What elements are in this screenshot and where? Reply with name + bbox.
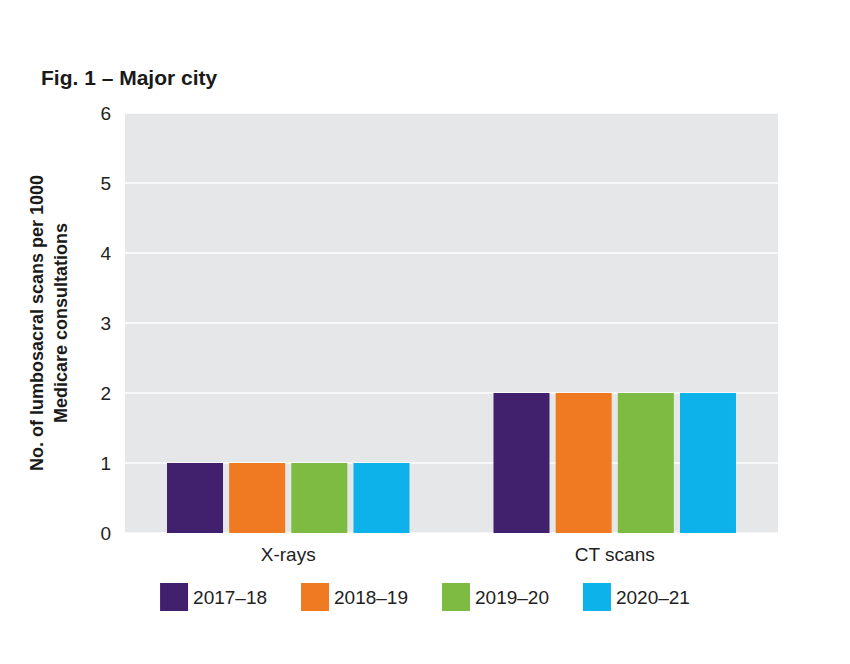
- svg-text:Medicare consultations: Medicare consultations: [51, 223, 71, 423]
- svg-text:2: 2: [100, 383, 111, 404]
- svg-text:3: 3: [100, 313, 111, 334]
- svg-text:2018–19: 2018–19: [334, 587, 408, 608]
- svg-text:X-rays: X-rays: [261, 544, 316, 565]
- svg-text:CT scans: CT scans: [575, 544, 655, 565]
- svg-text:5: 5: [100, 173, 111, 194]
- svg-text:2020–21: 2020–21: [616, 587, 690, 608]
- svg-text:No. of lumbosacral scans per 1: No. of lumbosacral scans per 1000: [27, 175, 47, 471]
- svg-text:1: 1: [100, 453, 111, 474]
- svg-text:4: 4: [100, 243, 111, 264]
- svg-text:0: 0: [100, 523, 111, 544]
- svg-text:6: 6: [100, 103, 111, 124]
- svg-text:Fig. 1 – Major city: Fig. 1 – Major city: [41, 66, 218, 89]
- svg-text:2019–20: 2019–20: [475, 587, 549, 608]
- svg-text:2017–18: 2017–18: [193, 587, 267, 608]
